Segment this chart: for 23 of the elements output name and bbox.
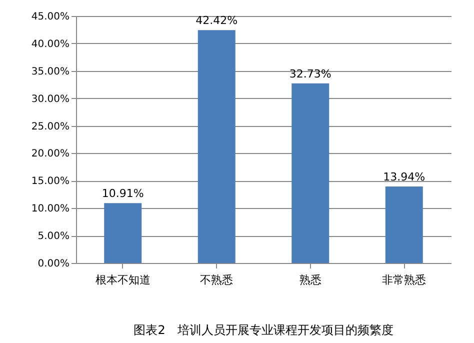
- data-label: 42.42%: [196, 14, 238, 28]
- y-tick-label: 5.00%: [38, 231, 70, 242]
- bar: [198, 30, 236, 263]
- y-tick-label: 10.00%: [31, 204, 70, 215]
- x-tick-label: 根本不知道: [95, 274, 150, 286]
- data-label: 10.91%: [102, 187, 144, 200]
- y-tick-label: 30.00%: [31, 94, 70, 105]
- y-tick-label: 25.00%: [31, 121, 70, 132]
- bar: [292, 83, 330, 263]
- y-tick-label: 0.00%: [38, 258, 70, 270]
- y-tick-label: 20.00%: [31, 148, 70, 160]
- data-label: 32.73%: [289, 67, 332, 80]
- y-tick-label: 35.00%: [31, 66, 70, 78]
- text: 图表2 培训人员开展专业课程开发项目的频繁度: [134, 323, 394, 337]
- y-tick-label: 15.00%: [31, 176, 70, 188]
- bar: [385, 186, 423, 263]
- y-tick-label: 45.00%: [31, 12, 70, 22]
- x-tick-label: 不熟悉: [200, 274, 234, 286]
- x-tick-label: 非常熟悉: [382, 274, 426, 286]
- y-tick-label: 40.00%: [31, 38, 70, 50]
- data-label: 13.94%: [383, 170, 426, 184]
- x-tick-label: 熟悉: [299, 274, 322, 286]
- bar: [104, 203, 142, 263]
